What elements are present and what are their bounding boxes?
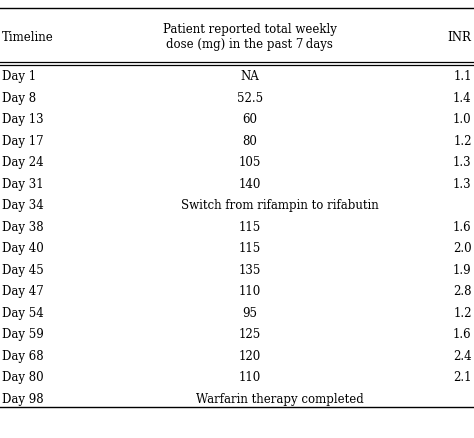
- Text: 1.4: 1.4: [453, 92, 472, 104]
- Text: Day 1: Day 1: [2, 70, 36, 83]
- Text: 1.2: 1.2: [453, 306, 472, 319]
- Text: Patient reported total weekly
dose (mg) in the past 7 days: Patient reported total weekly dose (mg) …: [163, 23, 337, 51]
- Text: 110: 110: [239, 371, 261, 383]
- Text: Day 17: Day 17: [2, 134, 44, 147]
- Text: Day 8: Day 8: [2, 92, 36, 104]
- Text: Day 40: Day 40: [2, 242, 44, 254]
- Text: Day 68: Day 68: [2, 349, 44, 362]
- Text: 60: 60: [242, 113, 257, 126]
- Text: 135: 135: [238, 263, 261, 276]
- Text: Day 34: Day 34: [2, 199, 44, 212]
- Text: Day 80: Day 80: [2, 371, 44, 383]
- Text: 2.4: 2.4: [453, 349, 472, 362]
- Text: 1.6: 1.6: [453, 220, 472, 233]
- Text: NA: NA: [240, 70, 259, 83]
- Text: 115: 115: [239, 220, 261, 233]
- Text: Day 47: Day 47: [2, 285, 44, 297]
- Text: Day 13: Day 13: [2, 113, 44, 126]
- Text: Day 38: Day 38: [2, 220, 44, 233]
- Text: Day 59: Day 59: [2, 328, 44, 340]
- Text: 1.9: 1.9: [453, 263, 472, 276]
- Text: INR: INR: [448, 31, 472, 44]
- Text: 105: 105: [238, 156, 261, 169]
- Text: 95: 95: [242, 306, 257, 319]
- Text: Timeline: Timeline: [2, 31, 54, 44]
- Text: 2.0: 2.0: [453, 242, 472, 254]
- Text: Day 98: Day 98: [2, 392, 44, 405]
- Text: 80: 80: [242, 134, 257, 147]
- Text: 1.3: 1.3: [453, 156, 472, 169]
- Text: 1.2: 1.2: [453, 134, 472, 147]
- Text: 2.8: 2.8: [453, 285, 472, 297]
- Text: Warfarin therapy completed: Warfarin therapy completed: [196, 392, 364, 405]
- Text: 125: 125: [239, 328, 261, 340]
- Text: Day 45: Day 45: [2, 263, 44, 276]
- Text: 1.0: 1.0: [453, 113, 472, 126]
- Text: 52.5: 52.5: [237, 92, 263, 104]
- Text: Day 24: Day 24: [2, 156, 44, 169]
- Text: 2.1: 2.1: [453, 371, 472, 383]
- Text: 140: 140: [238, 177, 261, 190]
- Text: Day 54: Day 54: [2, 306, 44, 319]
- Text: 120: 120: [239, 349, 261, 362]
- Text: 1.3: 1.3: [453, 177, 472, 190]
- Text: 1.6: 1.6: [453, 328, 472, 340]
- Text: Switch from rifampin to rifabutin: Switch from rifampin to rifabutin: [181, 199, 379, 212]
- Text: 110: 110: [239, 285, 261, 297]
- Text: Day 31: Day 31: [2, 177, 44, 190]
- Text: 1.1: 1.1: [453, 70, 472, 83]
- Text: 115: 115: [239, 242, 261, 254]
